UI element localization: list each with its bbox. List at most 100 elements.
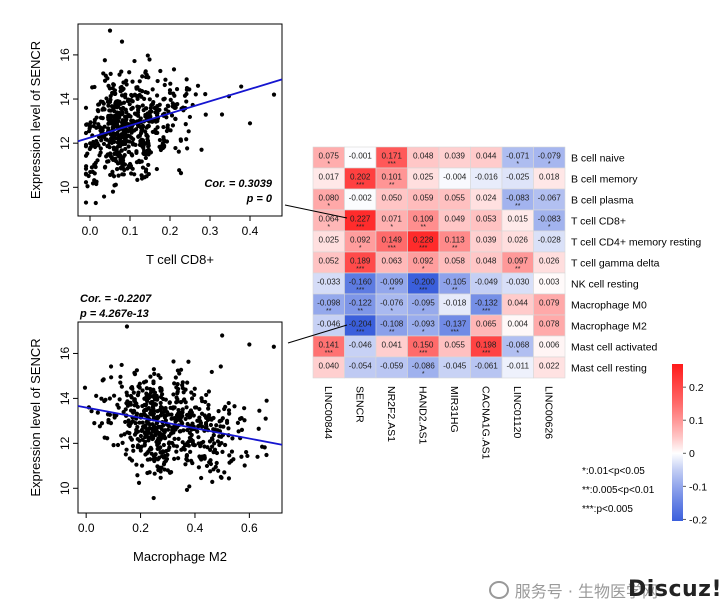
scatter-point (216, 408, 221, 414)
scatter-point (204, 463, 210, 469)
heatmap-cell-value: 0.055 (445, 341, 466, 350)
scatter-point (242, 463, 247, 468)
scatter-point (154, 93, 160, 98)
scatter-point (176, 411, 181, 416)
scatter-point (135, 436, 140, 442)
y-tick-label: 16 (58, 48, 72, 62)
scatter-point (244, 450, 249, 455)
heatmap-cell-stars: *** (325, 350, 333, 357)
scatter-point (192, 392, 197, 398)
scatter-point (106, 121, 111, 126)
heatmap-row-label: T cell CD4+ memory resting (571, 237, 701, 249)
scatter-point (215, 439, 221, 444)
scatter-point (146, 75, 151, 80)
scatter-point (119, 148, 124, 153)
scatter-point (143, 114, 148, 119)
heatmap-cell-value: 0.025 (319, 236, 340, 245)
heatmap-cell-value: -0.079 (538, 152, 562, 161)
scatter-point (116, 173, 121, 178)
scatter-point (158, 147, 164, 153)
heatmap-cell-value: -0.105 (443, 278, 467, 287)
y-tick-label: 12 (58, 136, 72, 150)
scatter-point (104, 96, 109, 101)
scatter-point (91, 124, 96, 129)
scatter-point (145, 90, 150, 95)
heatmap-cell-value: 0.050 (382, 194, 403, 203)
scatter-point (83, 180, 89, 185)
heatmap-cell-value: -0.018 (443, 299, 467, 308)
scatter-point (132, 432, 138, 437)
heatmap-row-label: B cell plasma (571, 195, 634, 207)
scatter-point (89, 165, 94, 170)
scatter-point (186, 129, 191, 134)
heatmap-col-label: LINC00844 (322, 386, 334, 439)
heatmap-row-label: Macrophage M2 (571, 321, 647, 333)
heatmap-cell-stars: * (327, 224, 330, 231)
scatter-point (96, 102, 102, 107)
scatter-point (151, 100, 156, 105)
scatter-point (123, 131, 128, 136)
scatter-point (102, 58, 107, 63)
scatter-point (106, 103, 111, 108)
heatmap-cell-value: 0.059 (413, 194, 434, 203)
scatter-point (257, 408, 262, 413)
scatter-point (98, 150, 103, 155)
scatter-point (140, 103, 145, 108)
heatmap-cell-value: 0.078 (539, 320, 560, 329)
scatter-point (175, 389, 180, 394)
x-tick-label: 0.2 (132, 521, 149, 535)
heatmap-col-label: HAND2.AS1 (416, 386, 428, 445)
scatter-point (174, 86, 180, 92)
scatter-point (186, 359, 191, 364)
scatter-point (123, 407, 128, 412)
colorbar-tick-label: -0.1 (689, 481, 707, 493)
scatter-point (184, 405, 189, 410)
scatter-point (137, 159, 142, 165)
scatter-point (144, 386, 149, 391)
scatter-point (158, 400, 163, 406)
plot-frame (77, 23, 283, 217)
scatter-point (180, 413, 185, 418)
scatter-point (190, 460, 195, 466)
significance-legend-item: **:0.005<p<0.01 (582, 485, 655, 496)
heatmap-cell-stars: *** (419, 287, 427, 294)
scatter-point (226, 476, 232, 481)
scatter-point (127, 102, 132, 107)
scatter-point (178, 138, 184, 143)
scatter-point (101, 134, 107, 139)
scatter-point (218, 424, 223, 429)
scatter-point (187, 484, 192, 489)
heatmap-cell-value: -0.132 (475, 299, 499, 308)
heatmap-cell-stars: ** (452, 245, 458, 252)
scatter-point (224, 420, 230, 425)
heatmap-cell-value: -0.001 (349, 152, 373, 161)
scatter-point (136, 384, 141, 389)
scatter-point (158, 445, 163, 450)
scatter-point (153, 402, 159, 407)
scatter-point (199, 475, 204, 481)
scatter-point (134, 411, 140, 416)
scatter-point (101, 377, 106, 382)
heatmap-cell-value: -0.071 (506, 152, 530, 161)
scatter-point (130, 99, 135, 104)
heatmap-cell-value: -0.098 (317, 299, 341, 308)
scatter-point (155, 442, 160, 448)
watermark-icon (488, 580, 509, 599)
scatter-point (178, 367, 184, 372)
scatter-point (172, 436, 177, 441)
scatter-point (148, 390, 154, 395)
y-tick-label: 16 (58, 346, 72, 360)
scatter-point (151, 381, 156, 386)
scatter-point (230, 436, 235, 441)
heatmap-cell-stars: *** (356, 224, 364, 231)
scatter-point (160, 453, 165, 459)
scatter-point (112, 104, 117, 110)
heatmap-cell-value: -0.025 (506, 173, 530, 182)
scatter-point (176, 436, 181, 441)
scatter-point (118, 380, 123, 385)
heatmap-cell-value: -0.002 (349, 194, 373, 203)
scatter-point (138, 138, 143, 144)
scatter-point (219, 440, 224, 446)
scatter-point (130, 140, 135, 145)
scatter-point (102, 398, 107, 404)
